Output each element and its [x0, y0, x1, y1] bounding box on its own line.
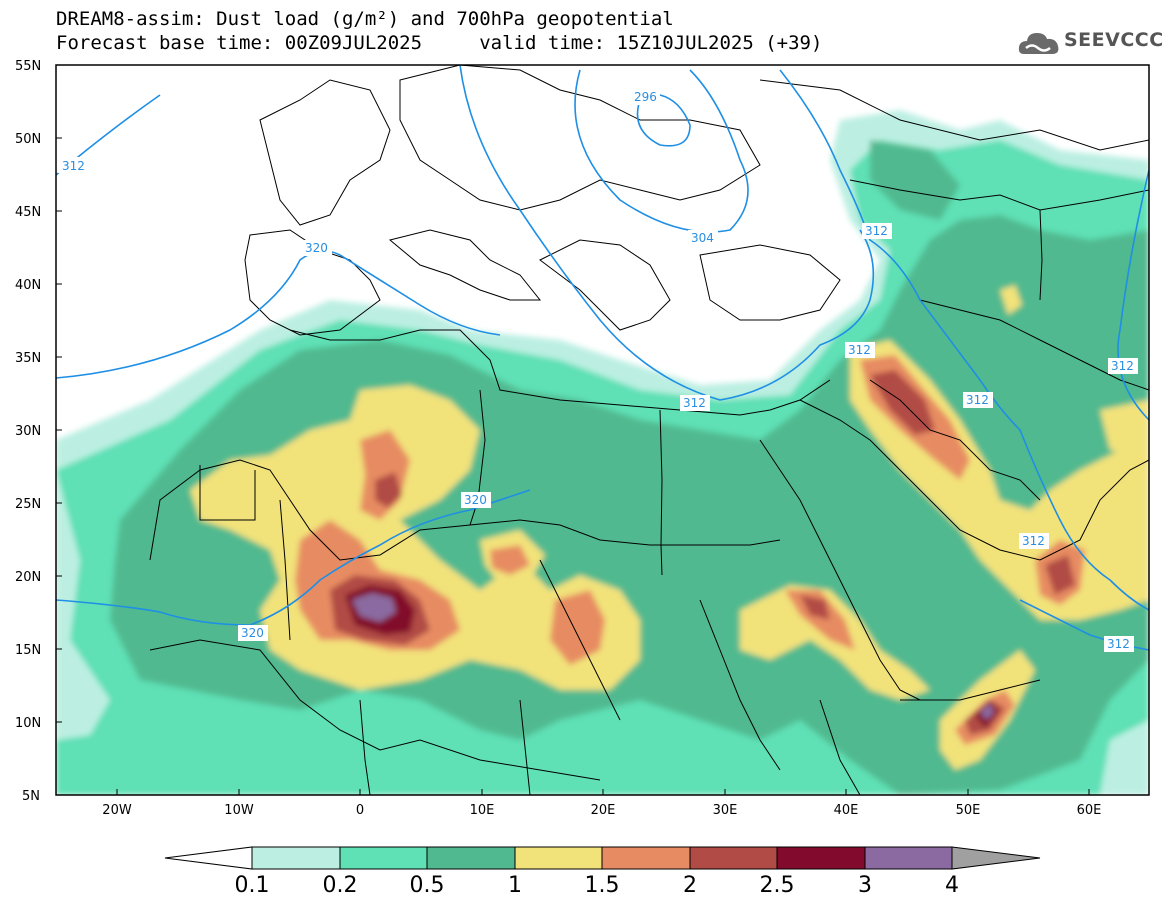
contour-label: 320	[305, 241, 328, 255]
colorbar-over-arrow	[951, 846, 1041, 870]
lon-label: 0	[356, 803, 364, 818]
latitude-axis: 55N 50N 45N 40N 35N 30N 25N 20N 15N 10N …	[15, 59, 62, 804]
contour-labels: 312 320 296 304 312 312 312 312 320 312 …	[58, 89, 1138, 652]
logo-text: SEEVCCC	[1064, 29, 1164, 51]
lat-label: 5N	[22, 789, 40, 804]
lon-label: 60E	[1077, 803, 1102, 818]
contour-label: 296	[634, 90, 657, 104]
lon-label: 10E	[470, 803, 495, 818]
colorbar-swatch	[252, 847, 340, 869]
colorbar-swatch	[427, 847, 515, 869]
colorbar-label: 4	[945, 873, 959, 898]
forecast-time-line: Forecast base time: 00Z09JUL2025 valid t…	[56, 32, 823, 54]
colorbar-swatch	[515, 847, 602, 869]
colorbar-swatch	[865, 847, 952, 869]
lat-label: 30N	[15, 424, 41, 439]
colorbar-label: 1	[508, 873, 522, 898]
longitude-axis: 20W 10W 0 10E 20E 30E 40E 50E 60E	[102, 789, 1101, 818]
lat-label: 15N	[15, 643, 41, 658]
contour-label: 304	[691, 231, 714, 245]
lat-label: 20N	[15, 570, 41, 585]
lon-label: 10W	[224, 803, 254, 818]
contour-label: 312	[966, 393, 989, 407]
map-title: DREAM8-assim: Dust load (g/m²) and 700hP…	[56, 8, 674, 30]
lat-label: 10N	[15, 716, 41, 731]
lat-label: 35N	[15, 351, 41, 366]
lon-label: 20W	[102, 803, 132, 818]
colorbar-under-arrow	[164, 846, 253, 870]
contour-label: 312	[865, 224, 888, 238]
lat-label: 40N	[15, 278, 41, 293]
contour-label: 320	[241, 626, 264, 640]
lon-label: 40E	[834, 803, 859, 818]
contour-label: 312	[1107, 637, 1130, 651]
lat-label: 50N	[15, 132, 41, 147]
contour-label: 320	[464, 493, 487, 507]
dust-field: 312 320 296 304 312 312 312 312 320 312 …	[56, 65, 1149, 795]
contour-label: 312	[848, 343, 871, 357]
cloud-icon	[1018, 33, 1059, 54]
dust-level-3	[352, 593, 396, 622]
colorbar-swatch	[777, 847, 865, 869]
lon-label: 30E	[713, 803, 738, 818]
lat-label: 55N	[15, 59, 41, 74]
contour-label: 312	[1111, 359, 1134, 373]
colorbar-label: 0.5	[410, 873, 445, 898]
colorbar-label: 1.5	[585, 873, 620, 898]
colorbar-label: 0.2	[323, 873, 358, 898]
colorbar-label: 3	[858, 873, 872, 898]
colorbar-label: 2	[683, 873, 697, 898]
contour-label: 312	[683, 396, 706, 410]
contour-label: 312	[1022, 534, 1045, 548]
seevccc-logo: SEEVCCC	[1018, 26, 1163, 60]
lon-label: 50E	[956, 803, 981, 818]
lat-label: 25N	[15, 497, 41, 512]
colorbar-swatch	[340, 847, 427, 869]
lat-label: 45N	[15, 205, 41, 220]
lon-label: 20E	[591, 803, 616, 818]
colorbar-swatch	[602, 847, 690, 869]
colorbar-label: 2.5	[760, 873, 795, 898]
colorbar-label: 0.1	[235, 873, 270, 898]
colorbar: 0.1 0.2 0.5 1 1.5 2 2.5 3 4	[164, 846, 1041, 898]
colorbar-swatch	[690, 847, 777, 869]
contour-label: 312	[62, 159, 85, 173]
